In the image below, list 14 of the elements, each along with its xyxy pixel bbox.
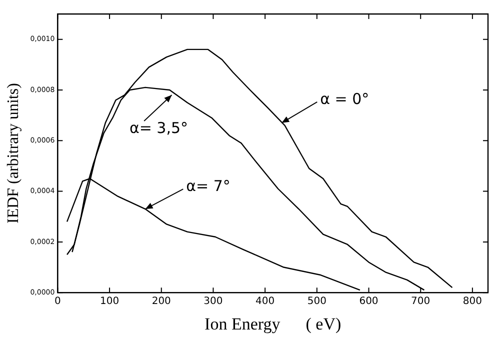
x-tick-label: 600: [359, 296, 378, 308]
y-axis-title: IEDF (arbitrary units): [4, 83, 22, 224]
x-tick-label: 0: [54, 296, 61, 308]
annotation: α= 3,5°: [129, 118, 188, 137]
x-axis-title: Ion Energy ( eV): [204, 314, 342, 334]
x-tick-label: 800: [462, 296, 482, 308]
x-tick-label: 300: [204, 296, 223, 308]
annotation: α = 0°: [320, 90, 370, 108]
x-tick-label: 100: [100, 296, 120, 308]
x-tick-label: 700: [411, 296, 430, 308]
annotation: α= 7°: [186, 176, 230, 195]
x-tick-label: 200: [152, 296, 171, 308]
x-tick-label: 400: [256, 296, 275, 308]
x-tick-label: 500: [307, 296, 326, 308]
